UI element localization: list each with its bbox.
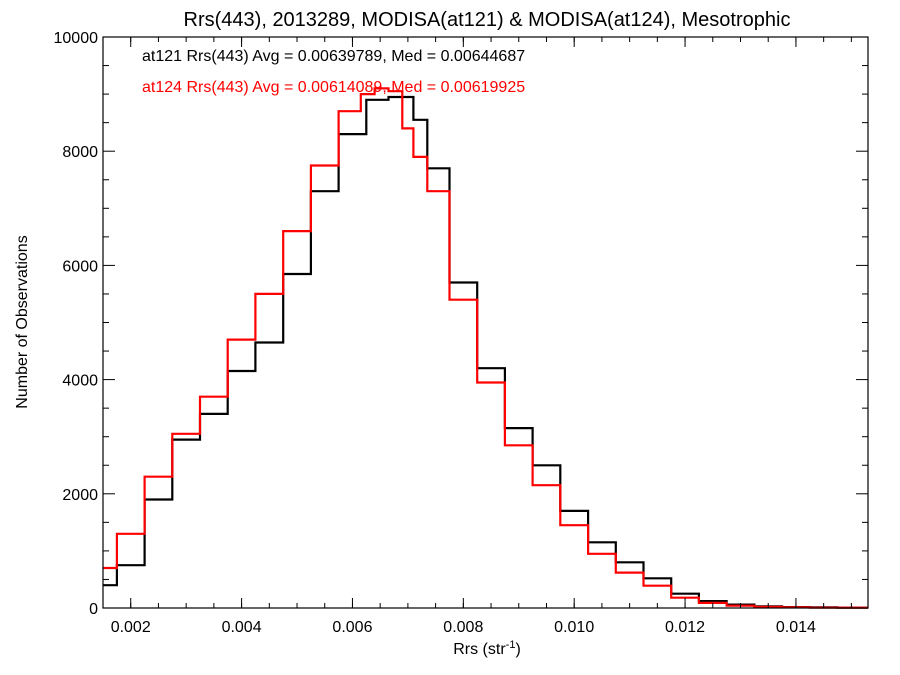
x-axis-label-close: ) bbox=[515, 641, 520, 658]
x-tick-label: 0.002 bbox=[111, 619, 151, 636]
series-line-at124 bbox=[103, 87, 868, 609]
x-tick-label: 0.004 bbox=[222, 619, 262, 636]
y-tick-label: 4000 bbox=[62, 373, 98, 390]
x-tick-label: 0.006 bbox=[332, 619, 372, 636]
series-line-at121 bbox=[103, 95, 868, 609]
annotation-at121: at121 Rrs(443) Avg = 0.00639789, Med = 0… bbox=[142, 48, 525, 65]
chart-title: Rrs(443), 2013289, MODISA(at121) & MODIS… bbox=[184, 9, 791, 31]
plot-area: 0.002 0.004 0.006 0.008 0.010 0.012 0.014 0 2000… bbox=[54, 30, 869, 636]
x-tick-label: 0.014 bbox=[776, 619, 816, 636]
x-axis-label: Rrs (str-1) bbox=[453, 639, 521, 658]
y-tick-label: 2000 bbox=[62, 487, 98, 504]
y-tick-label: 8000 bbox=[62, 144, 98, 161]
x-tick-label: 0.008 bbox=[443, 619, 483, 636]
y-tick-label: 0 bbox=[89, 601, 98, 618]
y-tick-label: 6000 bbox=[62, 258, 98, 275]
y-axis-label: Number of Observations bbox=[14, 235, 31, 408]
x-tick-label: 0.012 bbox=[665, 619, 705, 636]
y-tick-label: 10000 bbox=[54, 30, 99, 47]
x-axis-label-superscript: -1 bbox=[506, 639, 516, 651]
x-tick-label: 0.010 bbox=[554, 619, 594, 636]
plot-frame bbox=[102, 36, 869, 609]
x-axis-label-main: Rrs (str bbox=[453, 641, 506, 658]
annotation-at124: at124 Rrs(443) Avg = 0.00614089, Med = 0… bbox=[142, 79, 525, 96]
